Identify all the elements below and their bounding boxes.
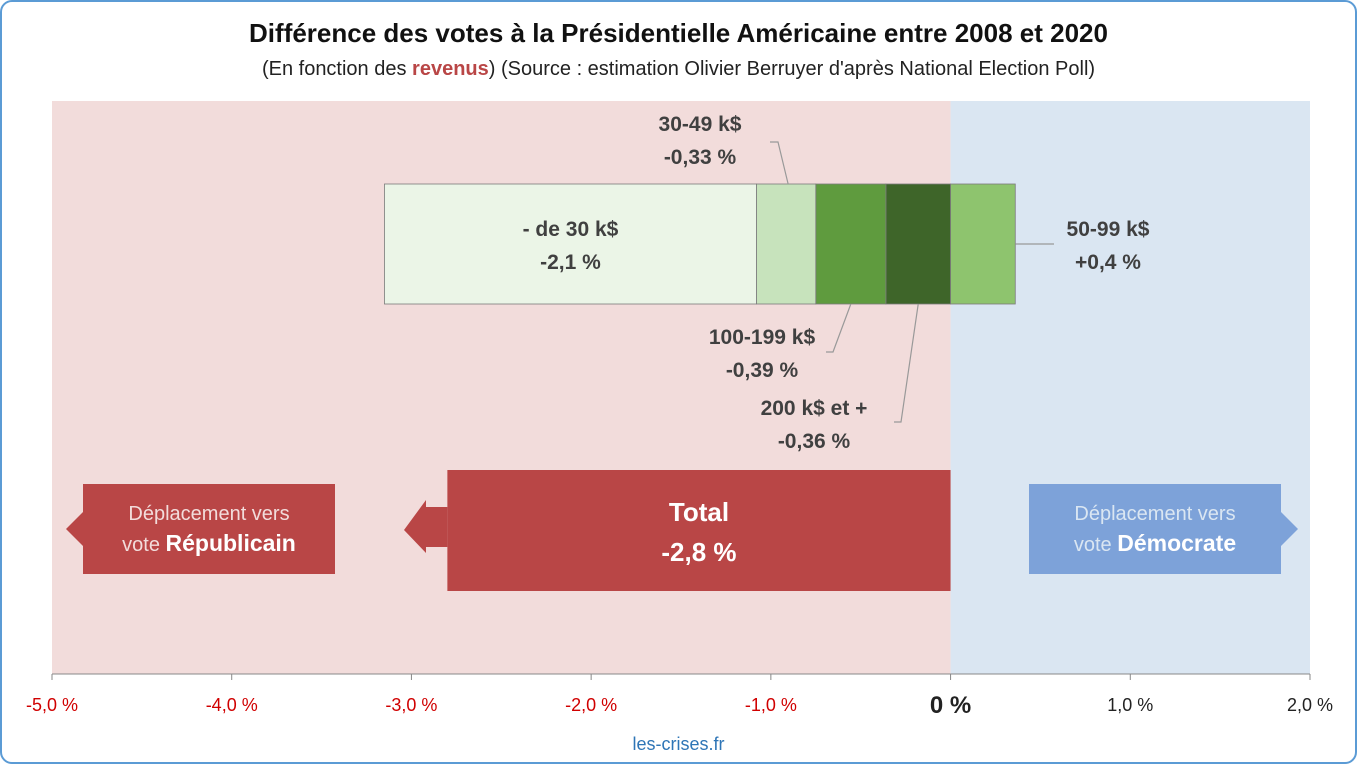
total-value-label: -2,8 %: [661, 537, 736, 567]
x-tick-label: 2,0 %: [1287, 695, 1333, 715]
segment-value-label: -0,39 %: [726, 359, 799, 382]
segment-label: 50-99 k$: [1067, 218, 1150, 241]
bar-segment: [950, 183, 1016, 305]
bar-segment: [384, 183, 757, 305]
bar-segment: [756, 183, 817, 305]
democrat-callout-line2: vote Démocrate: [1074, 530, 1236, 556]
leader-line: [894, 303, 919, 423]
democrat-callout-line1: Déplacement vers: [1074, 503, 1235, 525]
subtitle-suffix: ) (Source : estimation Olivier Berruyer …: [488, 58, 1096, 80]
segment-label: - de 30 k$: [523, 218, 619, 241]
callout-plain: vote: [1074, 534, 1117, 556]
republican-callout: [83, 484, 335, 574]
republican-callout-line2: vote Républicain: [122, 530, 296, 556]
republican-callout-line1: Déplacement vers: [128, 503, 289, 525]
callout-bold: Démocrate: [1117, 530, 1236, 556]
chart-subtitle: (En fonction des revenus) (Source : esti…: [2, 58, 1355, 81]
segment-value-label: -0,33 %: [664, 146, 737, 169]
callout-bold: Républicain: [166, 530, 296, 556]
x-tick-label: -4,0 %: [206, 695, 258, 715]
x-tick-label: -5,0 %: [26, 695, 78, 715]
subtitle-prefix: (En fonction des: [261, 58, 413, 80]
callout-plain: vote: [122, 534, 165, 556]
right-arrow-icon: [1281, 512, 1298, 546]
chart-title: Différence des votes à la Présidentielle…: [249, 18, 1108, 48]
source-label: les-crises.fr: [632, 734, 725, 754]
x-tick-label: -3,0 %: [385, 695, 437, 715]
x-tick-label: -1,0 %: [745, 695, 797, 715]
subtitle-highlight: revenus: [412, 58, 489, 80]
segment-label: 30-49 k$: [659, 113, 742, 136]
x-tick-label: 0 %: [930, 692, 971, 719]
segment-value-label: -2,1 %: [540, 251, 601, 274]
segment-label: 200 k$ et +: [761, 397, 868, 420]
segment-value-label: +0,4 %: [1075, 251, 1141, 274]
segment-value-label: -0,36 %: [778, 430, 851, 453]
bar-segment: [885, 183, 951, 305]
segment-label: 100-199 k$: [709, 326, 816, 349]
leader-line: [770, 141, 789, 185]
x-tick-label: -2,0 %: [565, 695, 617, 715]
bar-segment: [815, 183, 887, 305]
total-arrow-icon: [404, 500, 448, 553]
x-tick-label: 1,0 %: [1107, 695, 1153, 715]
total-bar: [447, 470, 951, 591]
left-arrow-icon: [66, 512, 83, 546]
leader-line: [826, 303, 852, 353]
democrat-callout: [1029, 484, 1281, 574]
total-label: Total: [669, 497, 729, 527]
